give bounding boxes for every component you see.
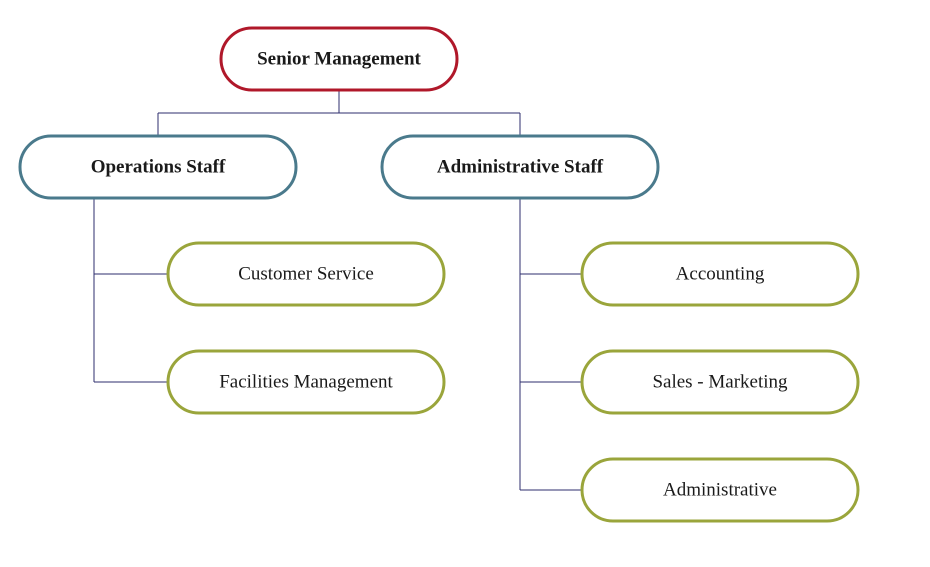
node-label: Administrative <box>663 479 777 500</box>
node-admin: Administrative Staff <box>382 136 658 198</box>
node-label: Administrative Staff <box>437 156 604 177</box>
node-label: Accounting <box>676 263 765 284</box>
org-chart: Senior Management Operations Staff Adminis… <box>0 0 930 567</box>
node-admin2: Administrative <box>582 459 858 521</box>
node-cust: Customer Service <box>168 243 444 305</box>
node-acct: Accounting <box>582 243 858 305</box>
node-label: Facilities Management <box>219 371 393 392</box>
node-ops: Operations Staff <box>20 136 296 198</box>
node-label: Operations Staff <box>91 156 226 177</box>
node-label: Sales - Marketing <box>652 371 788 392</box>
node-fac: Facilities Management <box>168 351 444 413</box>
node-label: Customer Service <box>238 263 374 284</box>
node-label: Senior Management <box>257 48 421 69</box>
node-sales: Sales - Marketing <box>582 351 858 413</box>
node-root: Senior Management <box>221 28 457 90</box>
